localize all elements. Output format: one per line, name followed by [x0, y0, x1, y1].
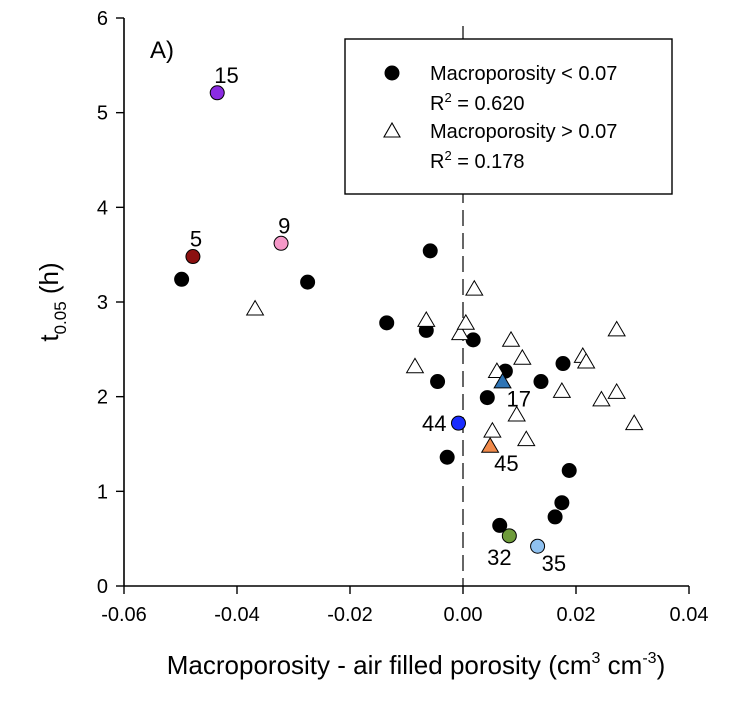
point-triangle: [552, 381, 572, 398]
y-axis-title: t0.05 (h): [34, 262, 70, 341]
highlight-point-44: [450, 415, 466, 431]
x-ticks: -0.06 -0.04 -0.02 0.00 0.02 0.04: [101, 586, 708, 626]
x-axis-title: Macroporosity - air filled porosity (cm3…: [167, 650, 665, 680]
highlight-point-17: [493, 372, 512, 389]
x-tick-label: -0.04: [214, 604, 260, 626]
point-triangle: [450, 324, 470, 341]
point-triangle: [592, 390, 611, 407]
y-tick-label: 5: [97, 103, 108, 125]
y-ticks: 0 1 2 3 4 5 6: [97, 8, 124, 598]
legend-label-2: Macroporosity > 0.07: [430, 121, 617, 143]
highlight-point-15: [209, 85, 225, 101]
point-triangle: [465, 279, 484, 296]
point-triangle: [513, 348, 532, 365]
point-label-45: 45: [494, 451, 518, 476]
point-triangle: [507, 405, 526, 422]
point-triangle: [607, 382, 626, 399]
point-triangle: [417, 310, 436, 327]
y-tick-label: 6: [97, 8, 108, 30]
point-label-9: 9: [278, 213, 290, 238]
y-tick-label: 2: [97, 387, 108, 409]
point-label-5: 5: [190, 227, 202, 252]
legend-box: [344, 38, 673, 195]
legend-label-1: Macroporosity < 0.07: [430, 63, 617, 85]
point-circle: [533, 374, 549, 390]
highlight-point-45: [480, 436, 500, 453]
point-triangle: [405, 357, 425, 374]
legend-r2-1: R2 = 0.620: [430, 90, 525, 115]
legend: Macroporosity < 0.07 R2 = 0.620 Macropor…: [344, 38, 673, 195]
point-triangle: [576, 352, 596, 369]
point-label-44: 44: [422, 411, 446, 436]
point-triangle: [624, 414, 644, 431]
point-circle: [561, 463, 577, 479]
point-circle: [174, 271, 190, 287]
point-circle: [479, 390, 495, 406]
y-tick-label: 3: [97, 292, 108, 314]
point-triangle: [483, 421, 502, 438]
point-circle: [547, 509, 563, 525]
point-circle: [422, 243, 438, 259]
highlighted-points: 15 5 9 44 17 45 32 35: [185, 63, 566, 576]
point-triangle: [607, 320, 626, 337]
y-tick-label: 4: [97, 197, 108, 219]
x-tick-label: 0.02: [557, 604, 596, 626]
legend-r2-2: R2 = 0.178: [430, 148, 525, 173]
point-triangle: [456, 313, 476, 330]
point-circle: [439, 449, 455, 465]
point-triangle: [517, 430, 536, 447]
highlight-point-5: [185, 249, 201, 265]
highlight-point-9: [273, 235, 289, 251]
data-points: [174, 243, 644, 533]
point-triangle: [487, 362, 507, 379]
point-label-17: 17: [507, 387, 531, 412]
highlight-point-35: [530, 538, 546, 554]
point-triangle: [245, 299, 265, 316]
x-tick-label: -0.06: [101, 604, 147, 626]
point-circle: [492, 517, 508, 533]
panel-label: A): [150, 37, 174, 64]
x-tick-label: 0.00: [444, 604, 483, 626]
y-tick-label: 0: [97, 576, 108, 598]
point-circle: [554, 495, 570, 511]
x-tick-label: 0.04: [670, 604, 709, 626]
point-circle: [300, 274, 316, 290]
x-tick-label: -0.02: [327, 604, 373, 626]
legend-marker-circle: [384, 65, 400, 81]
point-triangle: [501, 330, 521, 347]
highlight-point-32: [501, 528, 517, 544]
point-label-35: 35: [542, 551, 566, 576]
y-tick-label: 1: [97, 481, 108, 503]
point-label-15: 15: [214, 63, 238, 88]
legend-marker-triangle: [383, 121, 401, 138]
point-label-32: 32: [487, 545, 511, 570]
point-circle: [555, 356, 571, 372]
point-circle: [379, 315, 395, 331]
point-circle: [430, 374, 446, 390]
